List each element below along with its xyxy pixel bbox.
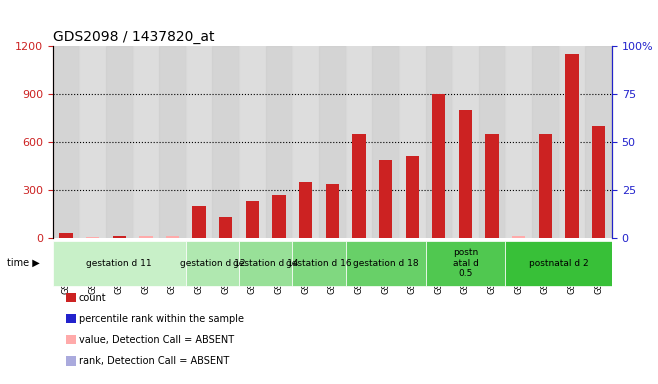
Bar xyxy=(159,46,186,238)
Bar xyxy=(426,46,452,238)
Text: gestation d 14: gestation d 14 xyxy=(233,258,299,268)
Text: percentile rank within the sample: percentile rank within the sample xyxy=(79,314,244,324)
Bar xyxy=(326,184,339,238)
Text: count: count xyxy=(79,293,107,303)
Bar xyxy=(505,46,532,238)
Bar xyxy=(432,94,445,238)
Bar xyxy=(213,46,239,238)
FancyBboxPatch shape xyxy=(186,240,239,286)
Bar xyxy=(319,46,345,238)
Bar xyxy=(586,46,612,238)
Bar xyxy=(272,195,286,238)
Bar xyxy=(565,54,578,238)
Bar xyxy=(592,126,605,238)
Text: gestation d 12: gestation d 12 xyxy=(180,258,245,268)
FancyBboxPatch shape xyxy=(505,240,612,286)
Text: value, Detection Call = ABSENT: value, Detection Call = ABSENT xyxy=(79,335,234,345)
Bar xyxy=(139,237,153,238)
Bar xyxy=(245,201,259,238)
Bar xyxy=(53,46,79,238)
FancyBboxPatch shape xyxy=(239,240,292,286)
Bar xyxy=(379,160,392,238)
FancyBboxPatch shape xyxy=(53,240,186,286)
Text: postnatal d 2: postnatal d 2 xyxy=(529,258,588,268)
FancyBboxPatch shape xyxy=(426,240,505,286)
Bar xyxy=(79,46,106,238)
Bar xyxy=(106,46,132,238)
Bar xyxy=(399,46,426,238)
Text: gestation d 11: gestation d 11 xyxy=(86,258,152,268)
FancyBboxPatch shape xyxy=(292,240,345,286)
Bar xyxy=(539,134,552,238)
Text: rank, Detection Call = ABSENT: rank, Detection Call = ABSENT xyxy=(79,356,229,366)
Bar xyxy=(186,46,213,238)
Bar xyxy=(299,182,313,238)
Text: GDS2098 / 1437820_at: GDS2098 / 1437820_at xyxy=(53,30,214,44)
Bar xyxy=(559,46,586,238)
Bar xyxy=(219,217,232,238)
Bar xyxy=(452,46,479,238)
Bar xyxy=(86,237,99,238)
Bar xyxy=(486,134,499,238)
Text: gestation d 18: gestation d 18 xyxy=(353,258,418,268)
FancyBboxPatch shape xyxy=(345,240,426,286)
Bar xyxy=(132,46,159,238)
Text: postn
atal d
0.5: postn atal d 0.5 xyxy=(453,248,478,278)
Bar xyxy=(239,46,266,238)
Bar xyxy=(266,46,292,238)
Bar xyxy=(352,134,366,238)
Bar xyxy=(512,237,525,238)
Bar xyxy=(166,237,179,238)
Bar xyxy=(459,110,472,238)
Bar xyxy=(345,46,372,238)
Bar xyxy=(59,233,72,238)
Bar xyxy=(113,237,126,238)
Bar xyxy=(193,206,206,238)
Bar xyxy=(372,46,399,238)
Bar xyxy=(532,46,559,238)
Bar xyxy=(479,46,505,238)
Text: time ▶: time ▶ xyxy=(7,258,39,268)
Text: gestation d 16: gestation d 16 xyxy=(286,258,352,268)
Bar xyxy=(405,157,419,238)
Bar xyxy=(292,46,319,238)
